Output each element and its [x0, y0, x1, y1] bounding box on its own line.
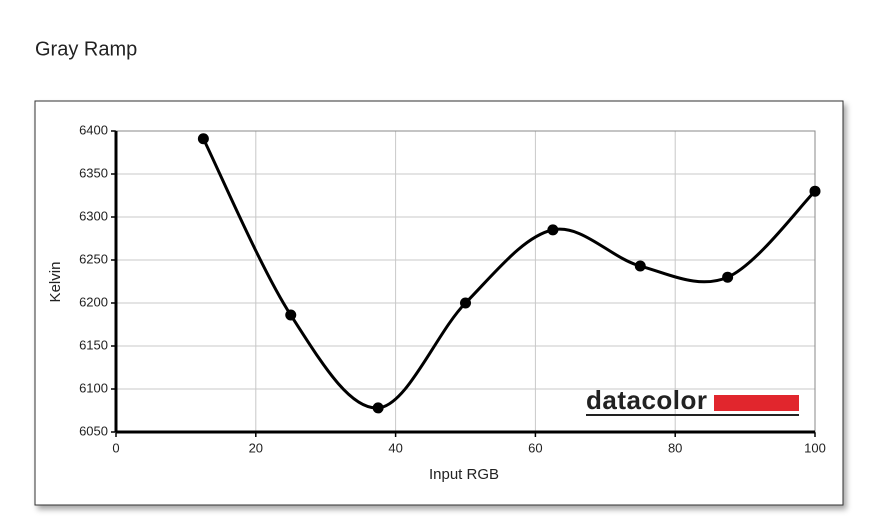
point [722, 271, 734, 283]
y-tick-label: 6050 [79, 423, 108, 438]
logo-bar [714, 395, 799, 411]
x-tick-label: 80 [668, 440, 682, 455]
y-tick-label: 6300 [79, 208, 108, 223]
point [634, 260, 646, 272]
point [285, 309, 297, 321]
x-tick-label: 40 [388, 440, 402, 455]
chart-title: Gray Ramp [35, 38, 137, 60]
y-tick-label: 6150 [79, 337, 108, 352]
x-tick-label: 60 [528, 440, 542, 455]
y-tick-label: 6400 [79, 122, 108, 137]
point [197, 133, 209, 145]
logo: datacolor [586, 385, 799, 416]
y-tick-label: 6250 [79, 251, 108, 266]
point [460, 297, 471, 309]
x-axis-title: Input RGB [429, 466, 499, 483]
y-tick-label: 6200 [79, 294, 108, 309]
y-axis-title: Kelvin [47, 262, 64, 303]
x-tick-label: 100 [804, 440, 826, 455]
x-tick-label: 0 [112, 440, 119, 455]
grid: 6050 6100 6150 6200 6250 6300 6350 6400 0 20 40 60 8… [79, 122, 826, 455]
point [372, 402, 384, 414]
plot [197, 133, 821, 414]
x-tick-label: 20 [249, 440, 263, 455]
point [547, 224, 559, 236]
logo-text: datacolor [586, 385, 708, 415]
y-tick-label: 6100 [79, 380, 108, 395]
point [809, 185, 821, 197]
y-tick-label: 6350 [79, 165, 108, 180]
